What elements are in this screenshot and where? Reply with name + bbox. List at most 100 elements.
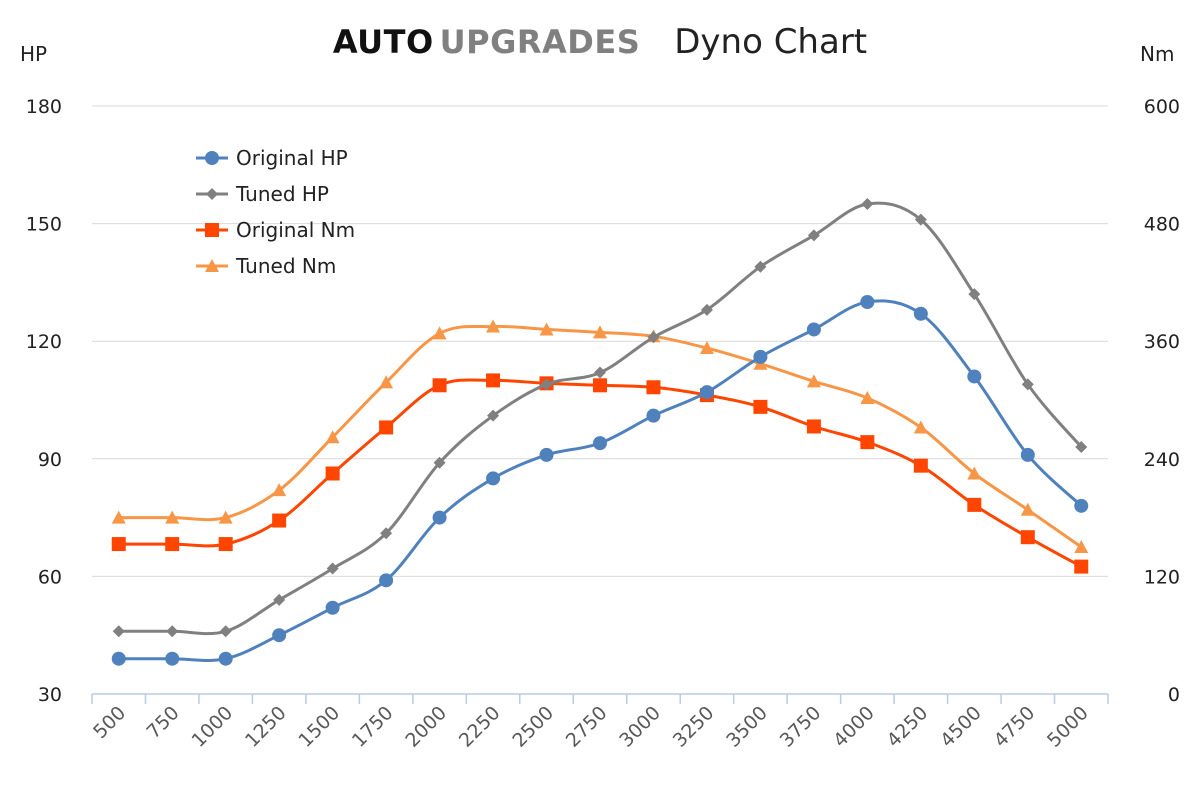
data-point-tuned-hp	[540, 378, 553, 391]
data-point-original-hp	[699, 385, 714, 400]
x-tick-label: 1000	[187, 702, 237, 752]
data-point-tuned-nm	[325, 430, 340, 444]
data-point-tuned-hp	[968, 288, 981, 301]
data-point-original-hp	[111, 651, 126, 666]
brand-auto: AUTO	[332, 23, 434, 61]
legend-label-tuned-hp: Tuned HP	[235, 182, 329, 206]
legend-label-original-nm: Original Nm	[236, 218, 355, 242]
data-point-original-hp	[165, 651, 180, 666]
data-point-tuned-hp	[487, 409, 500, 422]
x-tick-label: 4500	[936, 702, 986, 752]
data-point-tuned-hp	[754, 260, 767, 273]
y-left-tick-label: 120	[26, 331, 62, 353]
data-point-tuned-hp	[326, 562, 339, 575]
data-point-tuned-nm	[1020, 502, 1035, 516]
legend-marker-original-nm	[205, 223, 219, 237]
x-tick-label: 2000	[401, 702, 451, 752]
chart-title-text: Dyno Chart	[674, 22, 868, 62]
data-point-tuned-hp	[1075, 441, 1088, 454]
x-tick-label: 1500	[294, 702, 344, 752]
legend-marker-tuned-nm	[205, 259, 219, 272]
data-point-original-nm	[806, 419, 821, 434]
data-point-original-hp	[379, 573, 394, 588]
y-right-tick-label: 240	[1144, 449, 1180, 471]
data-point-tuned-nm	[165, 510, 180, 524]
data-point-tuned-hp	[166, 625, 179, 638]
data-point-tuned-nm	[967, 466, 982, 480]
x-tick-label: 5000	[1043, 702, 1093, 752]
data-point-original-hp	[593, 436, 607, 451]
series-line-original-hp	[118, 299, 1083, 662]
data-point-original-hp	[646, 408, 661, 423]
data-point-tuned-hp	[914, 213, 927, 226]
data-point-tuned-nm	[913, 420, 928, 434]
data-point-original-nm	[593, 378, 607, 393]
data-point-original-nm	[486, 373, 501, 388]
data-point-original-nm	[432, 378, 447, 393]
x-tick-label: 4750	[990, 702, 1040, 752]
series-line-original-nm	[118, 378, 1083, 568]
x-tick-label: 2750	[562, 702, 612, 752]
data-point-original-hp	[913, 306, 928, 321]
data-point-original-nm	[646, 380, 661, 395]
data-point-tuned-nm	[539, 322, 554, 336]
y-left-tick-label: 60	[38, 566, 62, 588]
y-left-tick-label: 30	[38, 684, 62, 706]
x-tick-label: 2500	[508, 702, 558, 752]
data-point-original-nm	[913, 458, 928, 473]
y-left-tick-label: 150	[26, 214, 62, 236]
chart-title: AUTO UPGRADES Dyno Chart	[0, 22, 1200, 62]
data-point-original-nm	[753, 399, 768, 414]
data-point-original-hp	[218, 651, 233, 666]
data-point-tuned-hp	[594, 366, 606, 379]
data-point-tuned-hp	[861, 198, 874, 210]
data-point-tuned-nm	[218, 510, 233, 524]
data-point-tuned-hp	[380, 527, 393, 540]
data-point-tuned-hp	[273, 593, 286, 606]
x-tick-label: 2250	[455, 702, 505, 752]
data-point-tuned-nm	[860, 391, 875, 405]
data-point-original-hp	[753, 349, 768, 364]
y-right-unit-label: Nm	[1140, 42, 1175, 66]
data-point-tuned-nm	[111, 510, 126, 524]
x-tick-label: 1250	[241, 702, 291, 752]
y-right-tick-label: 360	[1144, 331, 1180, 353]
y-left-tick-label: 180	[26, 96, 62, 118]
data-point-original-nm	[967, 497, 982, 512]
series-line-tuned-hp	[118, 201, 1083, 636]
data-point-tuned-hp	[807, 229, 820, 242]
data-point-tuned-nm	[593, 325, 607, 339]
legend-label-original-hp: Original HP	[236, 146, 348, 170]
x-tick-label: 500	[89, 702, 130, 743]
legend-marker-original-hp	[205, 151, 219, 165]
legend-marker-tuned-hp	[206, 188, 218, 200]
data-point-original-hp	[325, 600, 340, 615]
y-right-tick-label: 480	[1144, 214, 1180, 236]
data-point-tuned-hp	[219, 625, 232, 638]
legend-label-tuned-nm: Tuned Nm	[235, 254, 336, 278]
data-point-tuned-nm	[486, 319, 501, 333]
data-point-original-hp	[860, 295, 875, 309]
data-point-tuned-nm	[379, 375, 394, 389]
data-point-original-nm	[379, 420, 394, 435]
data-point-original-nm	[1020, 530, 1035, 545]
data-point-original-hp	[806, 322, 821, 337]
data-point-original-hp	[272, 628, 287, 643]
data-point-tuned-nm	[699, 341, 714, 355]
x-tick-label: 3000	[615, 702, 665, 752]
data-point-tuned-hp	[1021, 378, 1034, 391]
x-tick-label: 4000	[829, 702, 879, 752]
x-tick-label: 3750	[776, 702, 826, 752]
data-point-original-hp	[486, 471, 501, 486]
data-point-original-nm	[1074, 559, 1089, 574]
data-point-original-hp	[1020, 447, 1035, 462]
y-right-tick-label: 600	[1144, 96, 1180, 118]
data-point-original-nm	[218, 537, 233, 552]
data-point-tuned-nm	[806, 374, 821, 388]
data-point-original-hp	[539, 447, 554, 462]
y-left-unit-label: HP	[20, 42, 48, 66]
y-right-tick-label: 120	[1144, 566, 1180, 588]
x-tick-label: 1750	[348, 702, 398, 752]
